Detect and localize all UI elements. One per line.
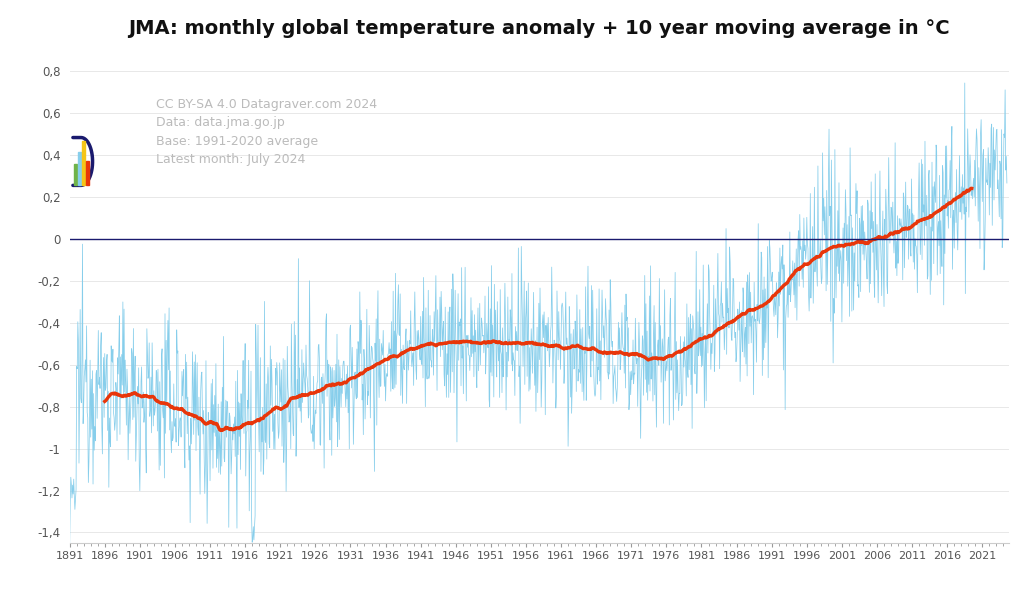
Bar [74,164,77,185]
Bar [86,161,89,185]
Title: JMA: monthly global temperature anomaly + 10 year moving average in °C: JMA: monthly global temperature anomaly … [128,19,950,38]
Bar [82,141,85,185]
Text: CC BY-SA 4.0 Datagraver.com 2024
Data: data.jma.go.jp
Base: 1991-2020 average
La: CC BY-SA 4.0 Datagraver.com 2024 Data: d… [156,97,377,166]
Bar [78,152,81,185]
